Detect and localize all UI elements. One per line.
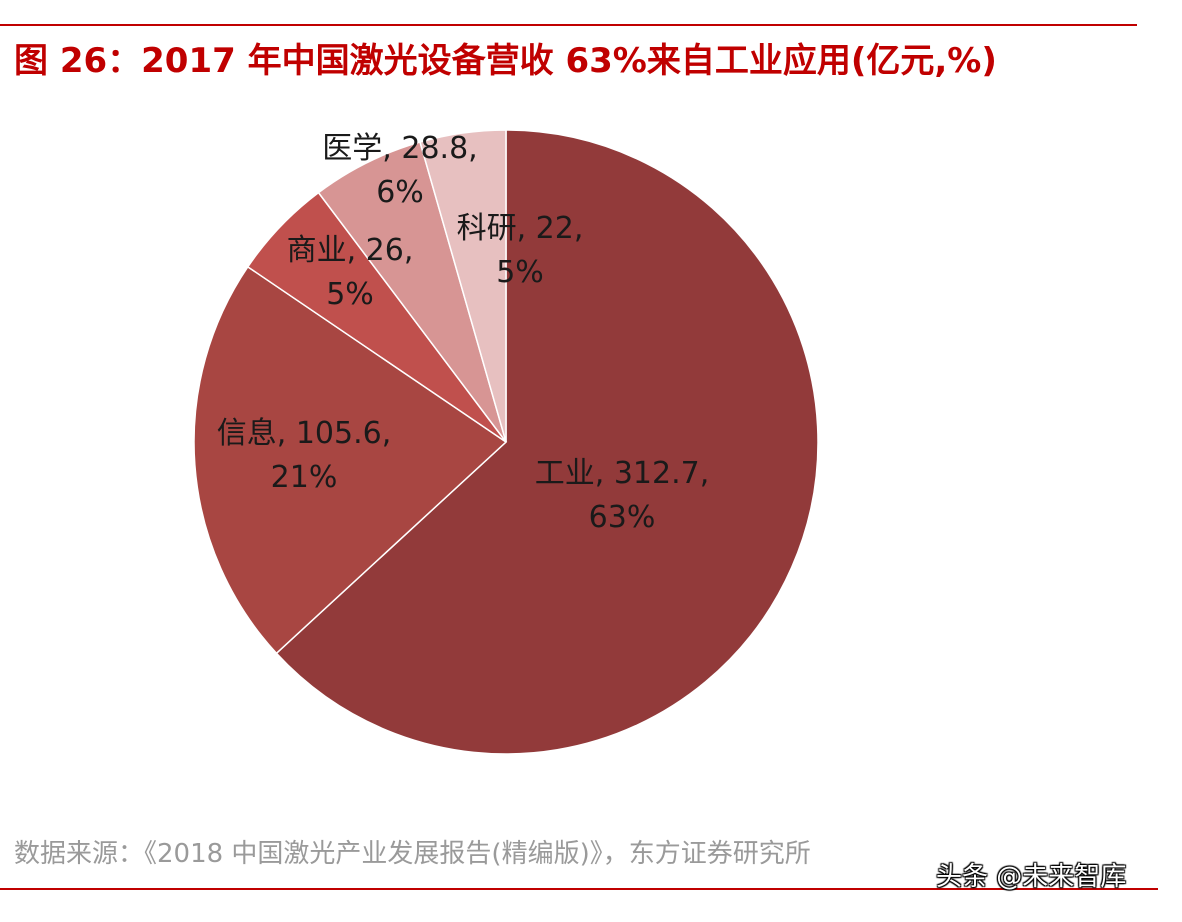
slice-label-5: 科研, 22, [457, 211, 584, 246]
top-rule [0, 24, 1137, 26]
slice-percent-4: 6% [376, 175, 424, 210]
slice-label-3: 商业, 26, [287, 233, 414, 268]
slice-percent-1: 63% [589, 500, 656, 535]
slice-label-2: 信息, 105.6, [217, 416, 392, 451]
slice-percent-3: 5% [326, 277, 374, 312]
pie-slice-2 [193, 265, 508, 655]
source-note: 数据来源：《2018 中国激光产业发展报告(精编版)》，东方证券研究所 [14, 839, 811, 869]
chart-title: 图 26：2017 年中国激光设备营收 63%来自工业应用(亿元,%) [14, 41, 997, 81]
slice-label-1: 工业, 312.7, [535, 456, 710, 491]
pie-slice-1 [275, 129, 819, 755]
slice-percent-2: 21% [271, 460, 338, 495]
bottom-rule [0, 888, 1158, 890]
pie-slice-5 [419, 129, 507, 443]
slice-percent-5: 5% [496, 255, 544, 290]
watermark: 头条 @未来智库 [936, 862, 1127, 892]
slice-label-4: 医学, 28.8, [322, 131, 477, 166]
